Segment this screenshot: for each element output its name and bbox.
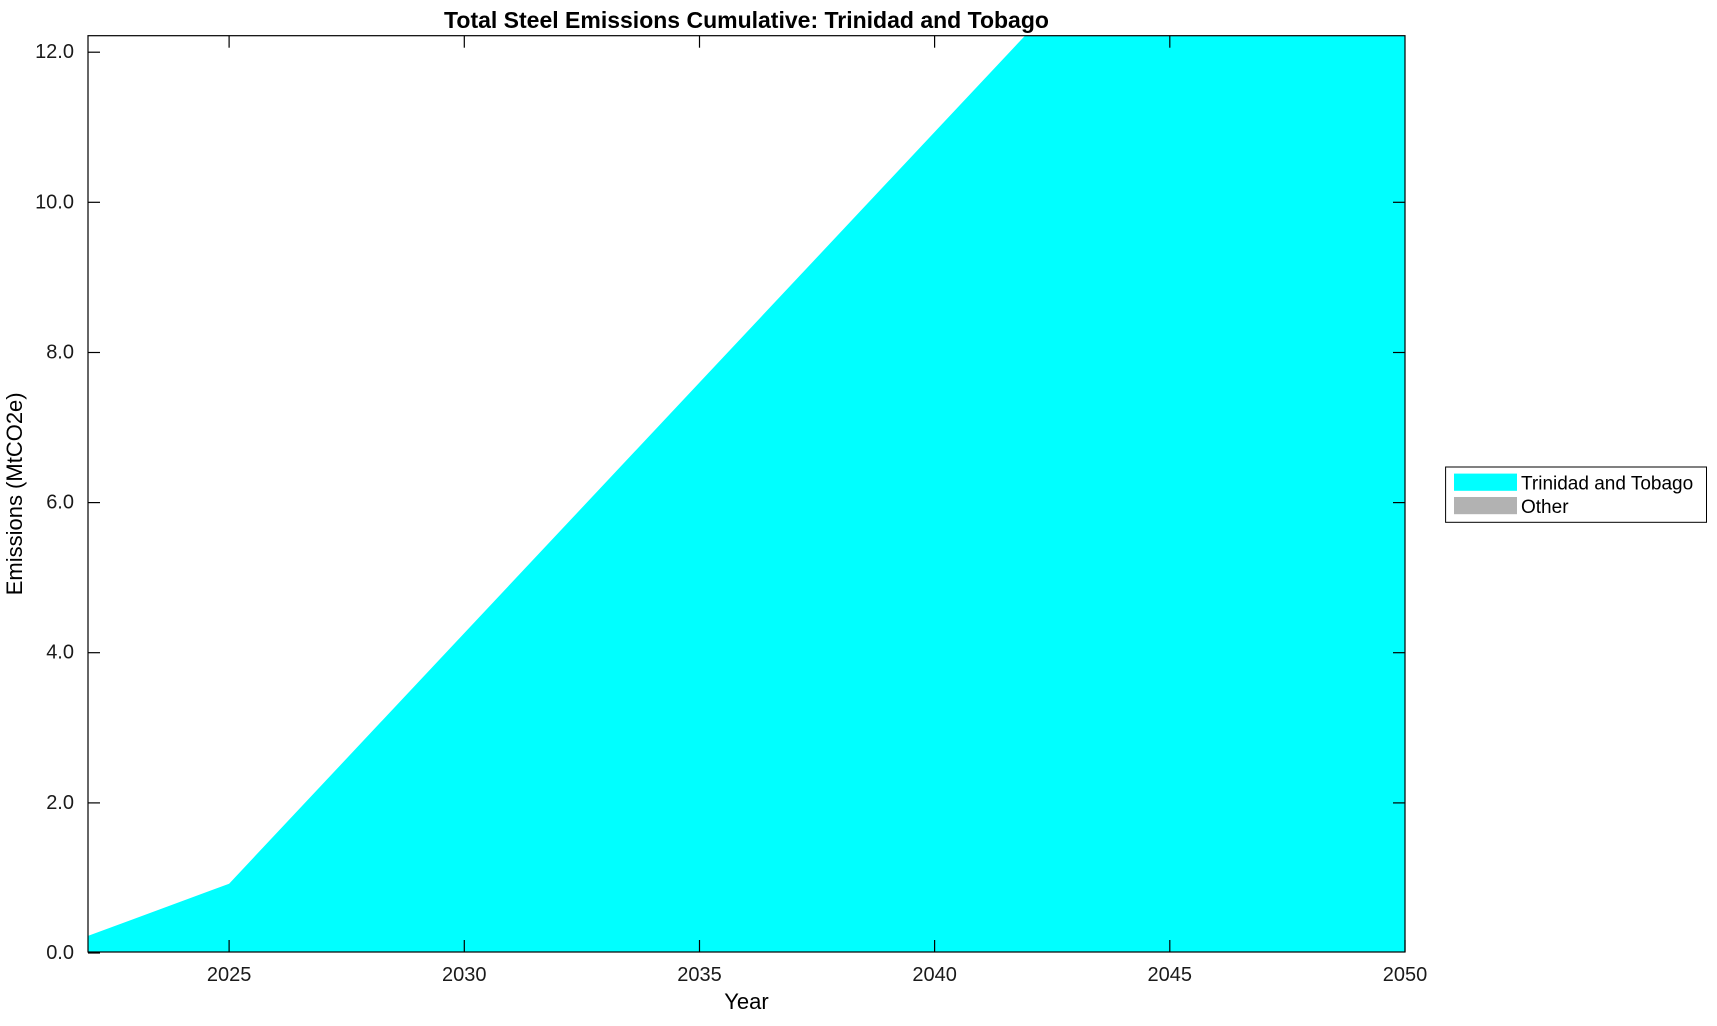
svg-text:Total Steel Emissions Cumulati: Total Steel Emissions Cumulative: Trinid… xyxy=(444,7,1049,33)
svg-text:Other: Other xyxy=(1521,497,1569,518)
svg-text:10.0: 10.0 xyxy=(35,191,74,213)
svg-text:Trinidad and Tobago: Trinidad and Tobago xyxy=(1521,474,1693,495)
svg-text:8.0: 8.0 xyxy=(46,342,74,364)
svg-text:2050: 2050 xyxy=(1383,964,1428,986)
svg-text:2040: 2040 xyxy=(912,964,957,986)
svg-text:0.0: 0.0 xyxy=(46,942,74,964)
svg-text:2035: 2035 xyxy=(677,964,722,986)
svg-text:12.0: 12.0 xyxy=(35,41,74,63)
svg-text:2030: 2030 xyxy=(442,964,487,986)
svg-text:2.0: 2.0 xyxy=(46,792,74,814)
svg-text:2045: 2045 xyxy=(1148,964,1193,986)
svg-text:2025: 2025 xyxy=(207,964,252,986)
svg-text:Year: Year xyxy=(724,989,768,1014)
svg-text:6.0: 6.0 xyxy=(46,492,74,514)
svg-text:4.0: 4.0 xyxy=(46,642,74,664)
svg-text:Emissions (MtCO2e): Emissions (MtCO2e) xyxy=(2,392,27,595)
